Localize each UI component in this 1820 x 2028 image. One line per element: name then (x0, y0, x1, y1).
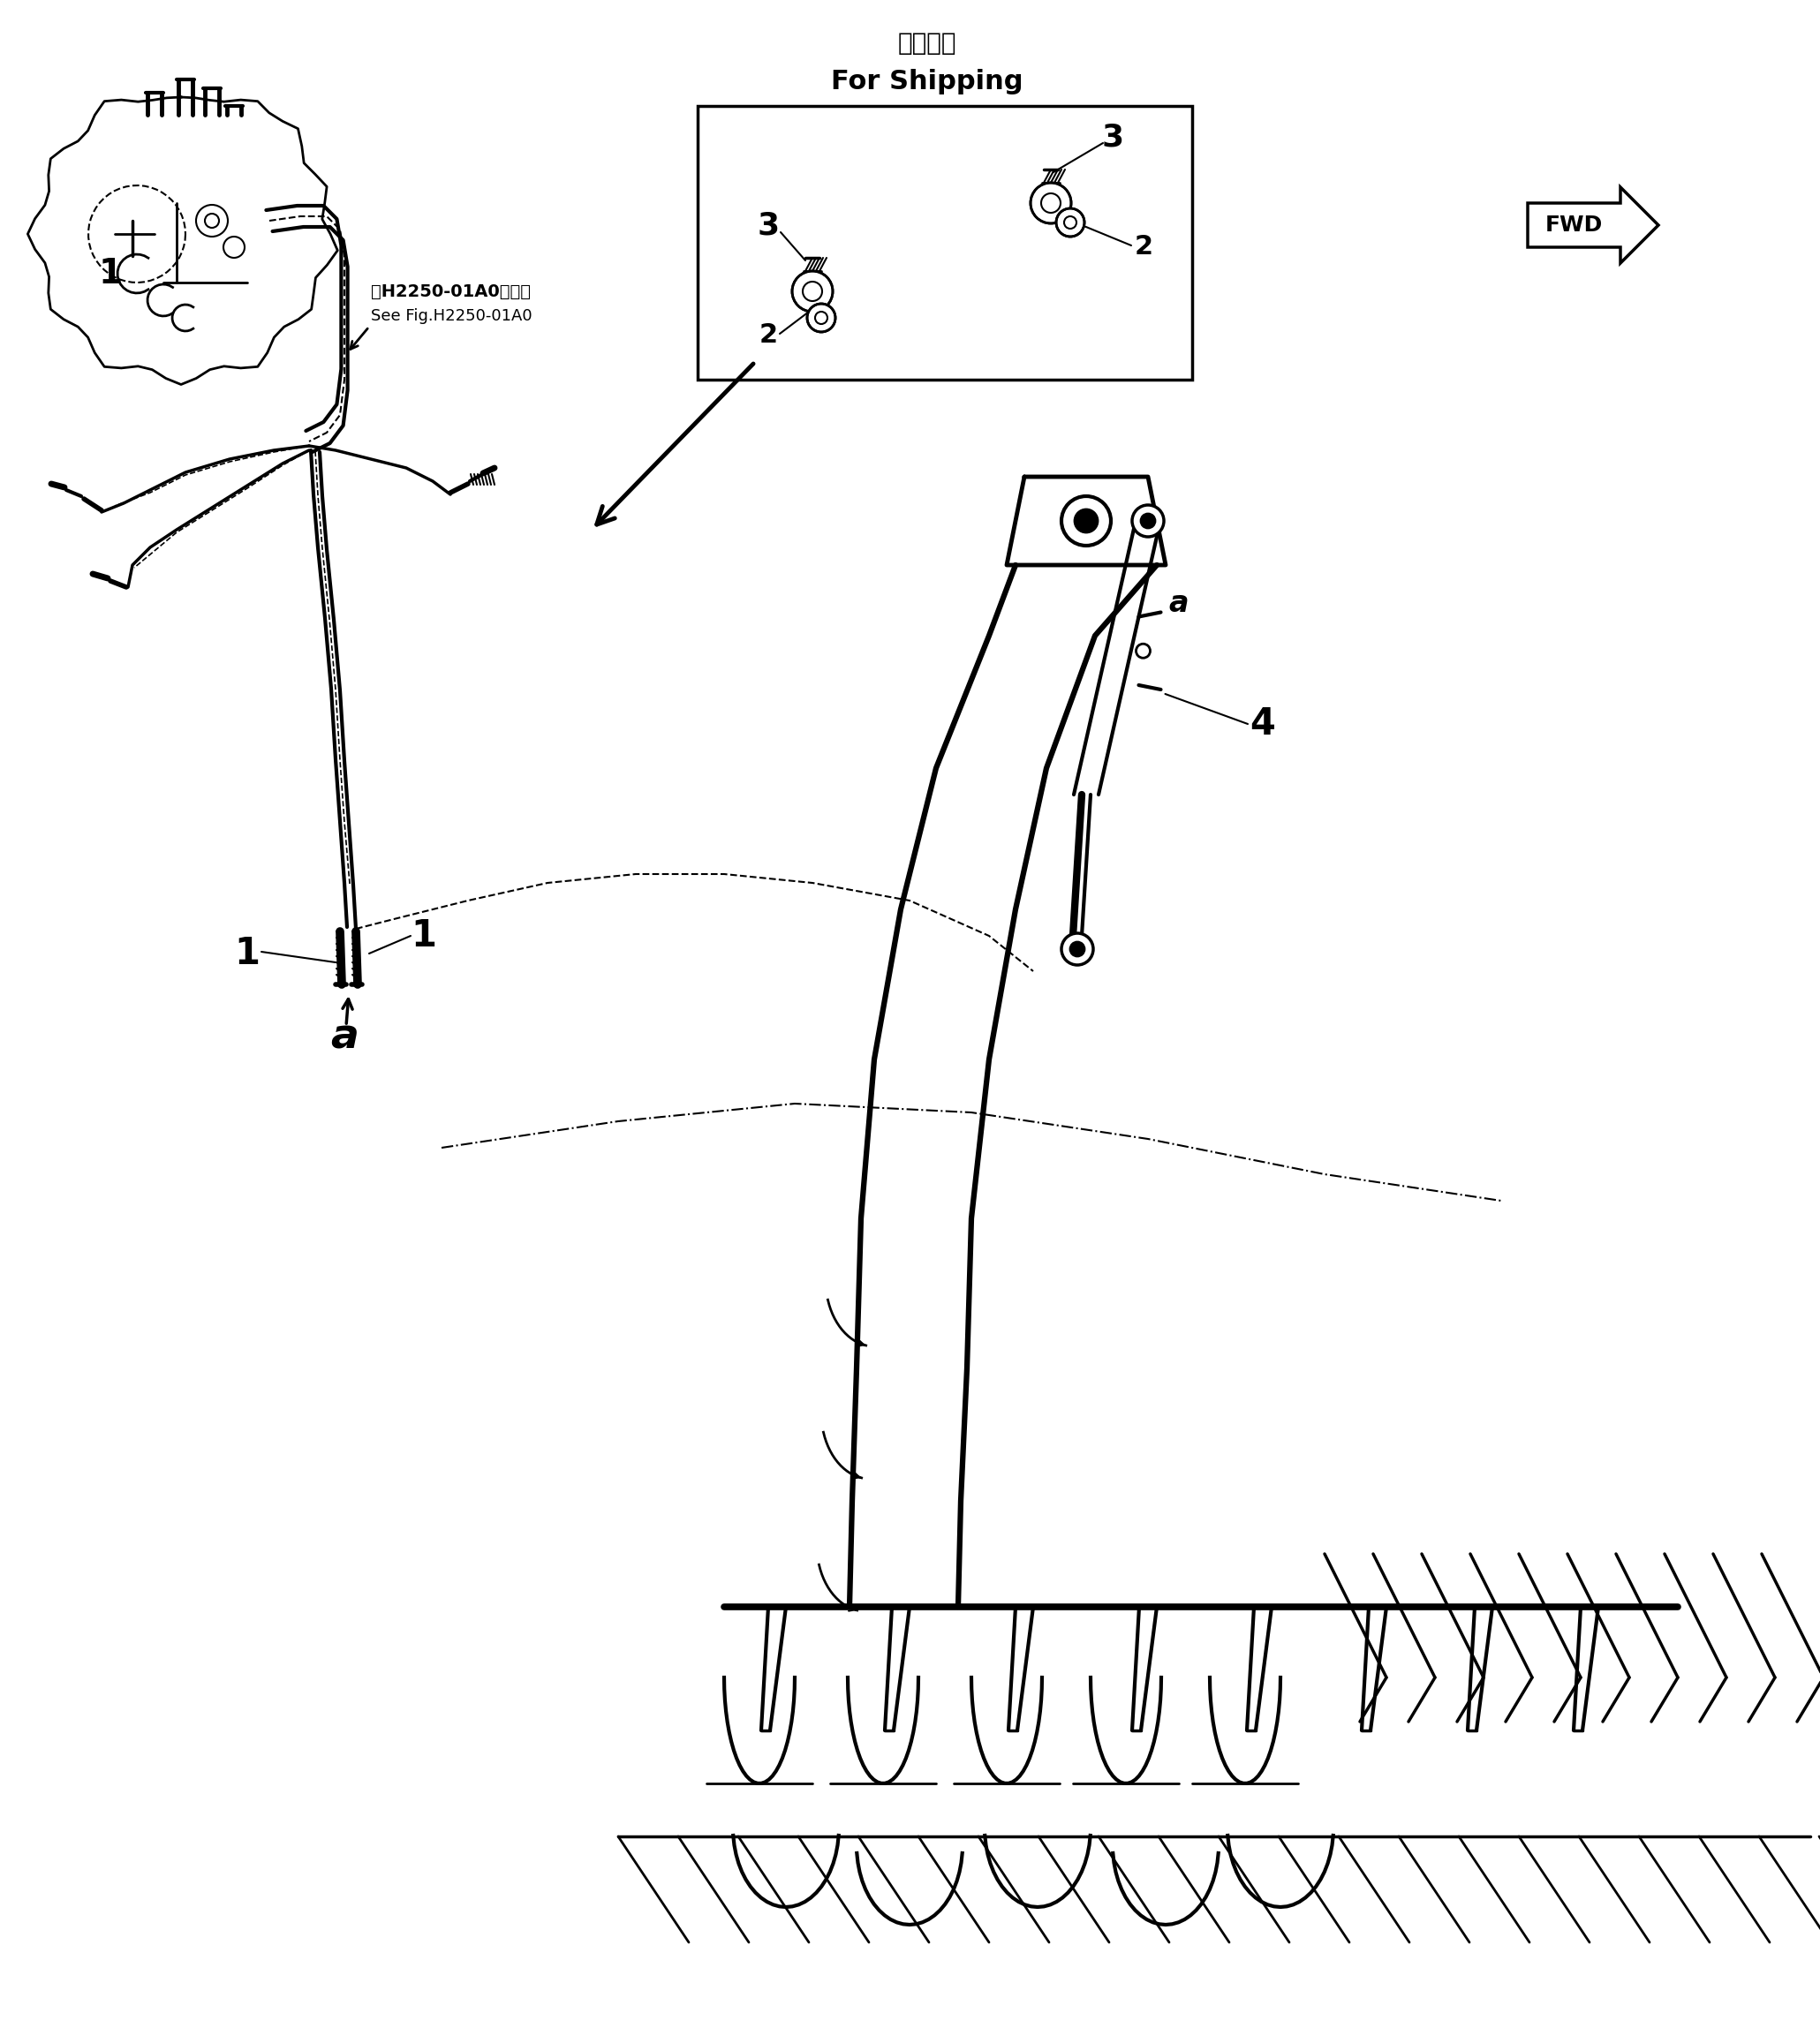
Text: 1: 1 (235, 935, 260, 971)
Text: a: a (1168, 588, 1188, 619)
Text: 4: 4 (1250, 706, 1276, 742)
Circle shape (1061, 497, 1110, 546)
Text: 2: 2 (759, 322, 777, 349)
Text: FWD: FWD (1545, 215, 1602, 235)
Circle shape (1132, 505, 1163, 537)
Bar (697, 105, 1192, 379)
Text: For Shipping: For Shipping (832, 69, 1023, 95)
Circle shape (1056, 209, 1085, 237)
Text: 3: 3 (1101, 122, 1123, 152)
Text: 1: 1 (411, 917, 437, 955)
Text: 3: 3 (757, 211, 779, 239)
Circle shape (792, 272, 834, 312)
Circle shape (1070, 943, 1085, 955)
Text: 運搜部品: 運搜部品 (897, 30, 957, 55)
Text: 2: 2 (1134, 235, 1152, 260)
Text: See Fig.H2250-01A0: See Fig.H2250-01A0 (371, 308, 531, 324)
Text: 第H2250-01A0図参照: 第H2250-01A0図参照 (371, 284, 531, 300)
Circle shape (1074, 509, 1097, 533)
Circle shape (1030, 183, 1072, 223)
Text: 1: 1 (98, 258, 122, 290)
Circle shape (806, 304, 835, 333)
Circle shape (1141, 513, 1156, 527)
Text: a: a (329, 1018, 359, 1057)
Circle shape (1061, 933, 1094, 965)
